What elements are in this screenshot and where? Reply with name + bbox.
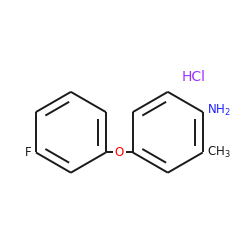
- Text: NH$_2$: NH$_2$: [207, 103, 231, 118]
- Text: F: F: [24, 146, 31, 159]
- Text: O: O: [115, 146, 124, 159]
- Text: CH$_3$: CH$_3$: [207, 145, 231, 160]
- Text: HCl: HCl: [182, 70, 206, 84]
